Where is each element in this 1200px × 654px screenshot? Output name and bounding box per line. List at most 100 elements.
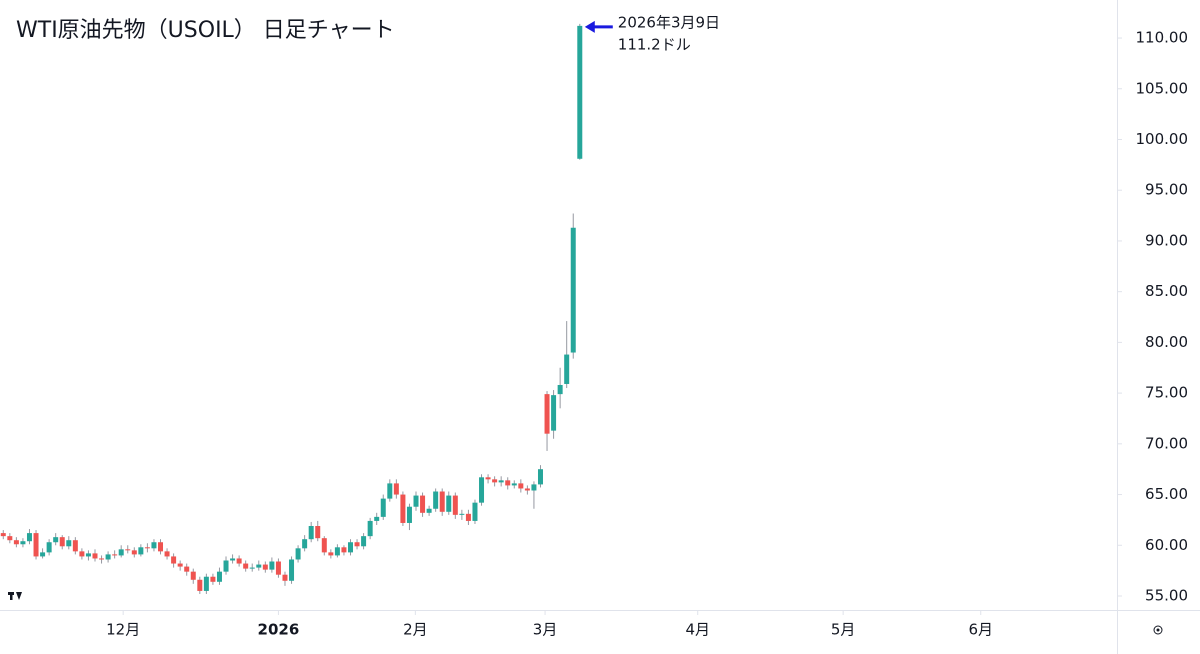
candle-body bbox=[289, 559, 295, 581]
candle-body bbox=[92, 553, 98, 559]
y-tick-label: 60.00 bbox=[1145, 536, 1188, 554]
candle-body bbox=[518, 483, 524, 489]
x-tick-label: 3月 bbox=[533, 621, 558, 639]
candle-body bbox=[315, 526, 321, 539]
candle-body bbox=[505, 480, 511, 486]
y-tick-label: 85.00 bbox=[1145, 282, 1188, 300]
candle-body bbox=[171, 556, 177, 564]
candle-body bbox=[308, 526, 314, 540]
candle-body bbox=[216, 571, 222, 582]
candle-body bbox=[158, 542, 164, 552]
y-tick-label: 70.00 bbox=[1145, 434, 1188, 452]
candle-body bbox=[492, 479, 498, 483]
candle-body bbox=[479, 477, 485, 503]
candle-body bbox=[13, 540, 19, 545]
candle-body bbox=[426, 508, 432, 513]
candle-body bbox=[33, 533, 39, 557]
candle-body bbox=[72, 540, 78, 552]
candle-body bbox=[347, 542, 353, 553]
candle-body bbox=[544, 394, 550, 434]
x-tick-label: 5月 bbox=[831, 621, 856, 639]
annotation-text: 111.2ドル bbox=[618, 35, 691, 53]
candle-body bbox=[295, 548, 301, 560]
candle-body bbox=[537, 469, 543, 485]
candle-body bbox=[138, 547, 144, 555]
x-tick-label: 4月 bbox=[685, 621, 710, 639]
x-tick-label: 2026 bbox=[258, 621, 300, 639]
candle-body bbox=[400, 494, 406, 523]
candle-body bbox=[564, 354, 570, 384]
candle-body bbox=[282, 574, 288, 581]
x-tick-label: 2月 bbox=[403, 621, 428, 639]
candle-body bbox=[210, 576, 216, 582]
candle-body bbox=[367, 520, 373, 537]
candle-body bbox=[498, 480, 504, 483]
candle-body bbox=[151, 542, 157, 549]
candle-body bbox=[125, 549, 131, 551]
candle-body bbox=[144, 547, 150, 549]
annotation-text: 2026年3月9日 bbox=[618, 13, 720, 31]
candle-body bbox=[439, 491, 445, 512]
candle-body bbox=[66, 540, 72, 547]
candle-body bbox=[53, 537, 59, 543]
logo bbox=[8, 592, 22, 600]
candle-body bbox=[105, 554, 111, 560]
y-tick-label: 105.00 bbox=[1136, 79, 1189, 97]
candle-body bbox=[223, 560, 229, 572]
candle-body bbox=[341, 547, 347, 553]
candle-body bbox=[79, 551, 85, 557]
candle-body bbox=[256, 564, 262, 568]
candle-body bbox=[99, 558, 105, 560]
candle-body bbox=[26, 533, 32, 542]
y-tick-label: 80.00 bbox=[1145, 333, 1188, 351]
y-tick-label: 100.00 bbox=[1136, 130, 1189, 148]
candle-body bbox=[557, 384, 563, 395]
candle-body bbox=[334, 547, 340, 556]
y-tick-label: 55.00 bbox=[1145, 587, 1188, 605]
candle-body bbox=[393, 483, 399, 495]
candle-body bbox=[387, 483, 393, 499]
candle-body bbox=[465, 513, 471, 521]
candle-body bbox=[446, 495, 452, 512]
candle-body bbox=[328, 552, 334, 556]
candle-body bbox=[190, 571, 196, 580]
candle-body bbox=[112, 554, 118, 556]
candle-body bbox=[275, 561, 281, 575]
candle-body bbox=[374, 516, 380, 521]
candle-body bbox=[197, 579, 203, 591]
candle-body bbox=[452, 495, 458, 515]
candle-body bbox=[459, 513, 465, 515]
candle-body bbox=[20, 541, 26, 545]
candle-body bbox=[302, 539, 308, 549]
candle-body bbox=[433, 491, 439, 509]
candle-body bbox=[243, 563, 249, 569]
candle-body bbox=[420, 495, 426, 513]
candle-body bbox=[236, 558, 242, 564]
candle-body bbox=[46, 542, 52, 553]
candle-body bbox=[361, 536, 367, 547]
y-tick-label: 95.00 bbox=[1145, 181, 1188, 199]
candle-body bbox=[40, 552, 46, 557]
candle-body bbox=[0, 533, 6, 537]
candle-body bbox=[203, 576, 209, 591]
candle-body bbox=[85, 553, 91, 557]
candle-body bbox=[577, 25, 583, 159]
settings-icon[interactable] bbox=[1153, 625, 1163, 635]
candle-body bbox=[184, 566, 190, 572]
chart-title: WTI原油先物（USOIL） 日足チャート bbox=[16, 18, 395, 43]
candle-body bbox=[551, 395, 557, 431]
y-tick-label: 65.00 bbox=[1145, 485, 1188, 503]
candle-body bbox=[131, 550, 137, 555]
candle-body bbox=[262, 564, 268, 570]
candle-body bbox=[7, 536, 13, 541]
y-tick-label: 75.00 bbox=[1145, 384, 1188, 402]
annotation-arrow bbox=[584, 20, 595, 33]
candle-body bbox=[59, 537, 65, 547]
x-tick-label: 12月 bbox=[106, 621, 140, 639]
candle-body bbox=[406, 506, 412, 523]
candle-body bbox=[354, 542, 360, 547]
candle-body bbox=[249, 567, 255, 569]
candle-body bbox=[524, 488, 530, 491]
settings-icon[interactable] bbox=[1156, 628, 1160, 632]
